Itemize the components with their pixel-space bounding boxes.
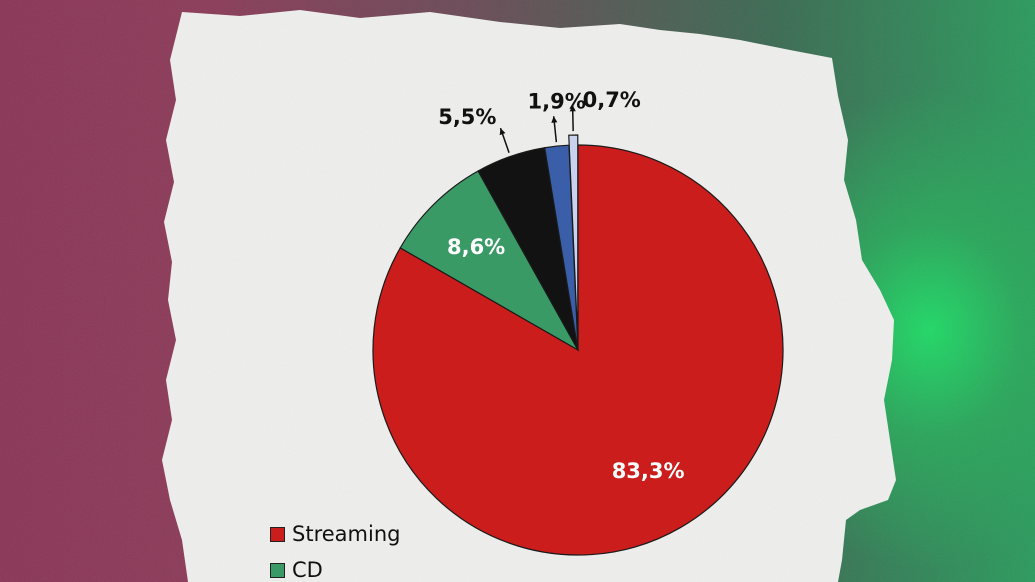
pie-chart bbox=[372, 134, 784, 556]
legend-swatch-1 bbox=[270, 562, 285, 578]
data-label-2: 5,5% bbox=[438, 105, 496, 129]
legend: Streaming CD bbox=[270, 516, 400, 582]
data-label-3: 1,9% bbox=[528, 89, 586, 113]
legend-label-1: CD bbox=[292, 558, 323, 582]
data-label-0: 83,3% bbox=[612, 459, 685, 483]
label-arrowhead-4 bbox=[569, 105, 576, 112]
pie-slice-4 bbox=[568, 134, 579, 341]
data-label-1: 8,6% bbox=[447, 235, 505, 259]
legend-label-0: Streaming bbox=[292, 522, 401, 546]
pie-labels: 83,3% 8,6% 5,5% 1,9%0,7% bbox=[438, 88, 684, 483]
legend-swatch-0 bbox=[270, 526, 285, 542]
label-arrowhead-2 bbox=[499, 128, 506, 136]
legend-item-0: Streaming bbox=[270, 516, 400, 552]
legend-item-1: CD bbox=[270, 552, 400, 582]
pie-slice-1 bbox=[399, 170, 580, 352]
label-arrowhead-3 bbox=[551, 116, 558, 123]
data-label-4: 0,7% bbox=[583, 88, 641, 112]
